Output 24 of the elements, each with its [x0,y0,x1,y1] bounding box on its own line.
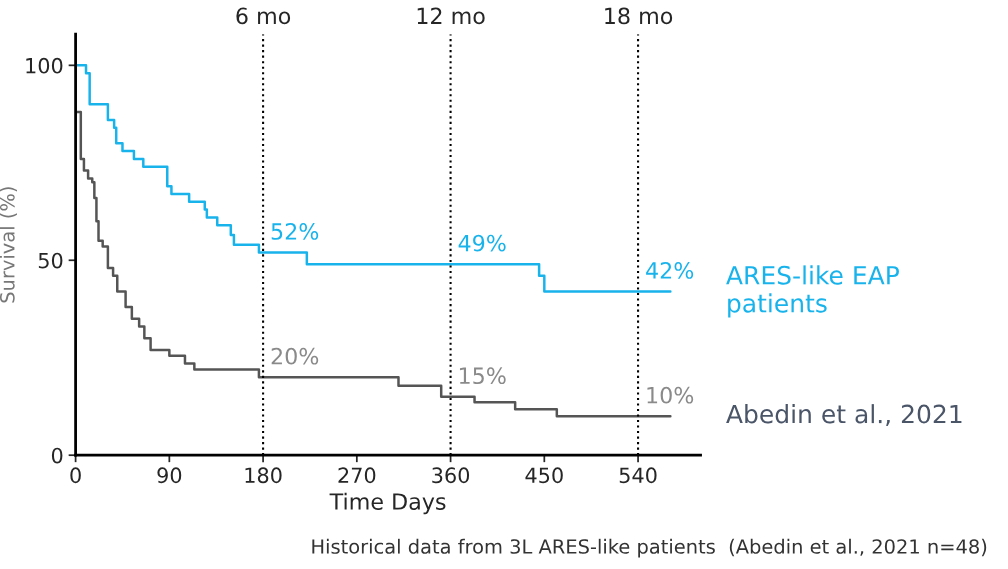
x-tick-label: 180 [245,467,282,484]
data-label: 20% [271,347,319,365]
text: Abedin et al., 2021 [726,404,962,427]
ref-line-label: 18 mo [605,7,673,25]
x-tick-label: 270 [338,467,376,484]
y-tick-label: 0 [51,447,63,464]
x-tick-label: 450 [525,467,563,484]
data-label: 42% [646,262,694,279]
ref-line-label: 6 mo [236,7,291,25]
y-tick-label: 50 [38,252,63,269]
ref-line-label: 12 mo [417,7,485,25]
x-tick-label: 0 [70,467,81,484]
y-axis-title: Survival (%) [0,187,17,303]
data-label: 15% [459,367,506,385]
data-label: 10% [647,386,694,404]
text: Historical data from 3L ARES-like patients (Abedin et al., 2021 n=48) [312,538,987,558]
x-tick-label: 360 [432,467,470,484]
x-tick-label: 90 [157,467,182,484]
x-axis-title: Time Days [329,492,446,515]
data-label: 52% [271,223,319,240]
x-tick-label: 540 [619,467,657,484]
text: ARES-like EAP patients [726,265,899,318]
y-tick-label: 100 [26,57,63,74]
data-label: 49% [458,234,506,252]
